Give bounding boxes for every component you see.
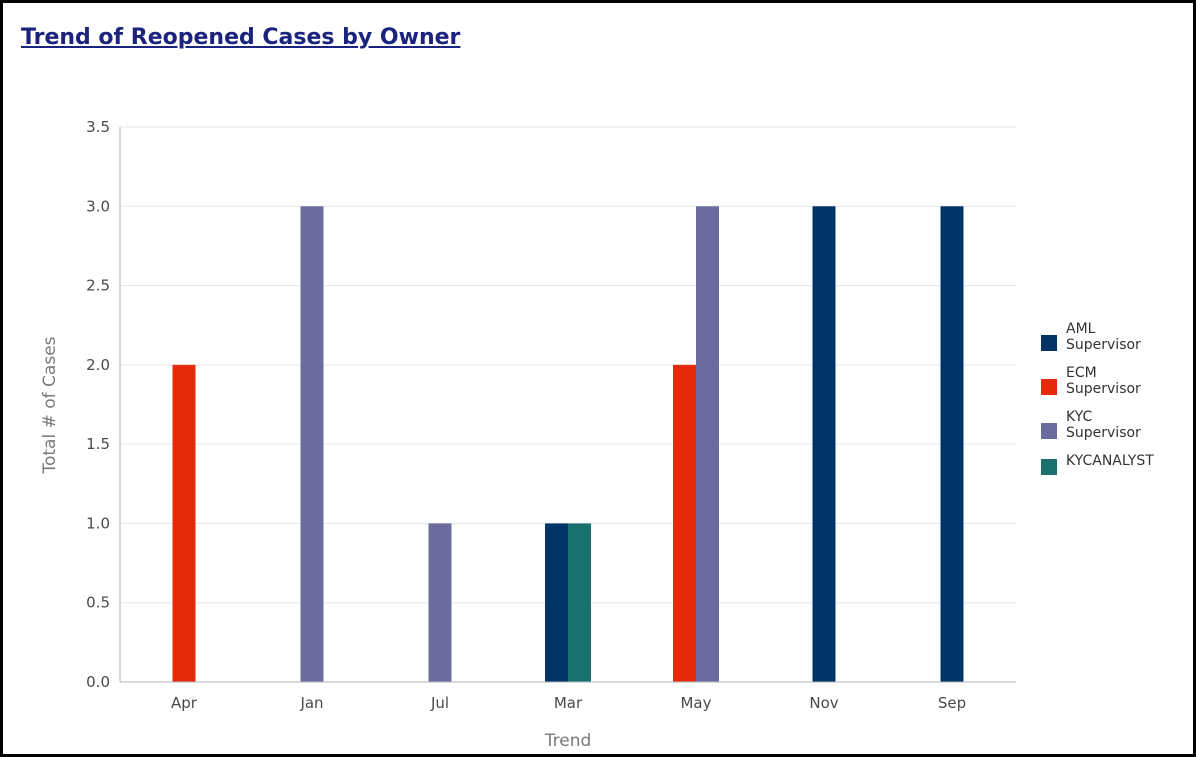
bar-kyc-supervisor-may[interactable] [696, 206, 719, 683]
legend-label[interactable]: KYC Supervisor [1066, 409, 1141, 441]
y-tick-label: 2.5 [86, 277, 110, 295]
x-tick-label: Mar [554, 694, 583, 712]
x-tick-label: May [680, 694, 711, 712]
bar-kyc-supervisor-jan[interactable] [300, 206, 324, 683]
legend-label-line: AML [1066, 321, 1096, 337]
x-tick-label: Apr [171, 694, 198, 712]
bars [172, 206, 964, 683]
x-tick-label: Sep [938, 694, 966, 712]
x-tick-label: Jan [299, 694, 323, 712]
y-tick-label: 0.5 [86, 594, 110, 612]
legend-swatch[interactable] [1041, 379, 1057, 395]
y-tick-label: 3.0 [86, 197, 110, 215]
legend-label[interactable]: KYCANALYST [1066, 453, 1154, 469]
chart-title-link[interactable]: Trend of Reopened Cases by Owner [21, 25, 461, 50]
bar-aml-supervisor-mar[interactable] [545, 523, 568, 682]
y-axis-title: Total # of Cases [40, 336, 60, 474]
legend-label-line: ECM [1066, 365, 1097, 381]
bar-aml-supervisor-nov[interactable] [812, 206, 836, 683]
legend-swatch[interactable] [1041, 459, 1057, 475]
axes: 0.0 0.5 1.0 1.5 2.0 2.5 3.0 3.5 Apr Jan Jul Mar May N… [86, 118, 1016, 712]
y-tick-label: 2.0 [86, 356, 110, 374]
gridlines [120, 126, 1016, 604]
bar-aml-supervisor-sep[interactable] [940, 206, 964, 683]
bar-ecm-supervisor-apr[interactable] [172, 364, 196, 682]
y-tick-label: 1.0 [86, 514, 110, 532]
bar-kycanalyst-mar[interactable] [568, 523, 591, 682]
bar-ecm-supervisor-may[interactable] [673, 364, 696, 682]
legend-label-line: KYCANALYST [1066, 453, 1154, 469]
y-tick-label: 1.5 [86, 435, 110, 453]
legend-swatch[interactable] [1041, 335, 1057, 351]
y-tick-label: 3.5 [86, 118, 110, 136]
legend-label[interactable]: AML Supervisor [1066, 321, 1141, 353]
x-tick-label: Nov [809, 694, 838, 712]
legend-swatch[interactable] [1041, 423, 1057, 439]
bar-kyc-supervisor-jul[interactable] [428, 523, 452, 682]
x-axis-title: Trend [544, 731, 592, 751]
y-tick-label: 0.0 [86, 673, 110, 691]
legend-label-line: Supervisor [1066, 425, 1141, 441]
x-tick-label: Jul [430, 694, 449, 712]
legend-label-line: KYC [1066, 409, 1092, 425]
legend-label-line: Supervisor [1066, 381, 1141, 397]
legend-label-line: Supervisor [1066, 337, 1141, 353]
legend-label[interactable]: ECM Supervisor [1066, 365, 1141, 397]
